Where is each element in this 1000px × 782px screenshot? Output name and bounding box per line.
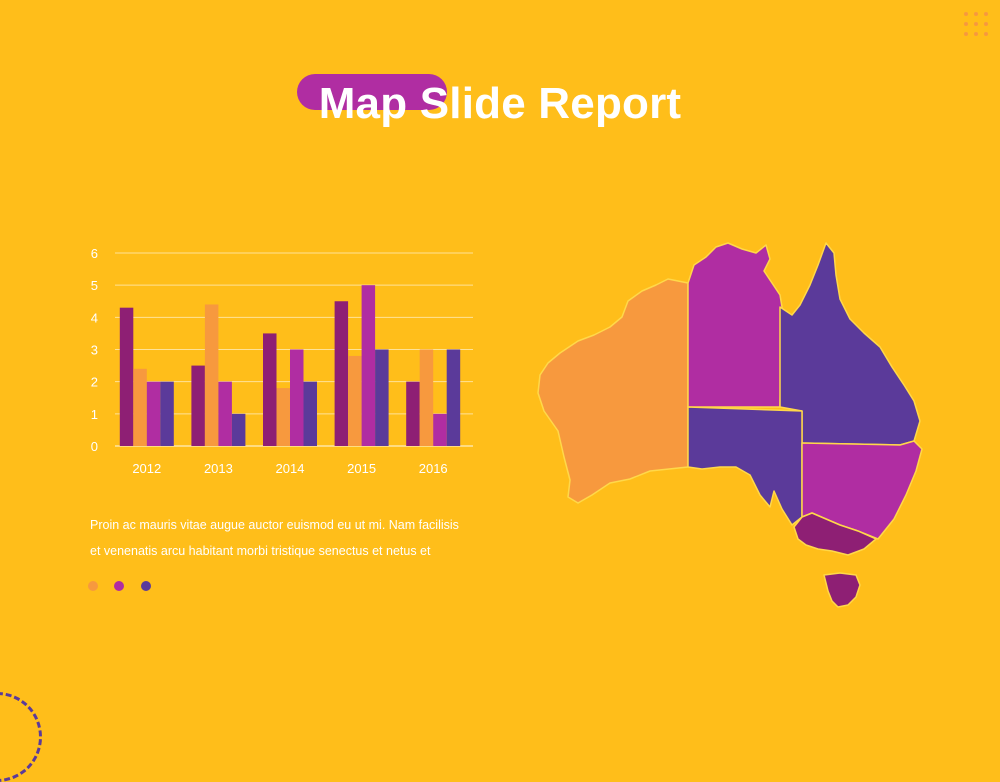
bar <box>334 301 349 446</box>
victoria-region <box>793 512 877 556</box>
page-title: Map Slide Report <box>318 79 682 128</box>
y-tick-label: 2 <box>91 375 98 390</box>
bar <box>419 349 434 446</box>
y-tick-label: 0 <box>91 439 98 454</box>
northern-territory-region <box>687 242 783 408</box>
decor-dot <box>964 12 968 16</box>
legend-dot-indigo <box>140 581 151 591</box>
bar <box>191 365 205 446</box>
description-line-2: et venenatis arcu habitant morbi tristiq… <box>90 544 431 558</box>
bar <box>361 285 376 446</box>
y-tick-label: 5 <box>91 278 98 293</box>
x-tick-label: 2012 <box>132 461 161 476</box>
bar <box>133 368 147 446</box>
south-australia-region <box>687 406 803 526</box>
decor-dot <box>974 32 978 36</box>
bar <box>119 307 134 446</box>
bar <box>276 388 290 446</box>
bar <box>160 381 174 446</box>
legend-dots <box>88 578 163 596</box>
decor-dot <box>964 22 968 26</box>
decor-dot <box>964 32 968 36</box>
bar <box>375 349 389 446</box>
y-tick-label: 6 <box>91 246 98 261</box>
decor-dot <box>974 22 978 26</box>
bar <box>204 304 219 446</box>
x-tick-label: 2013 <box>204 461 233 476</box>
bar <box>290 349 304 446</box>
tasmania-region <box>823 572 861 608</box>
legend-dot-magenta <box>114 581 125 591</box>
y-tick-label: 3 <box>91 343 98 358</box>
y-tick-label: 1 <box>91 407 98 422</box>
bar <box>348 355 362 446</box>
decor-dot <box>984 22 988 26</box>
bar <box>406 381 420 446</box>
bar <box>146 381 161 446</box>
x-tick-label: 2016 <box>419 461 448 476</box>
bar <box>218 381 232 446</box>
bar <box>433 413 447 446</box>
y-tick-label: 4 <box>91 310 98 325</box>
bar <box>231 413 246 446</box>
x-tick-label: 2015 <box>347 461 376 476</box>
decorative-dashed-circle <box>0 692 42 782</box>
western-australia-region <box>537 278 689 504</box>
bar <box>263 333 277 446</box>
bar <box>303 381 317 446</box>
legend-dot-orange <box>88 581 98 591</box>
description-paragraph: Proin ac mauris vitae augue auctor euism… <box>90 512 520 564</box>
decor-dot <box>984 12 988 16</box>
bar-chart: 0 1 2 3 4 5 6 2012 2013 2014 2015 2016 <box>91 246 473 476</box>
description-line-1: Proin ac mauris vitae augue auctor euism… <box>90 518 459 532</box>
decor-dot <box>984 32 988 36</box>
bar <box>446 349 461 446</box>
title-highlight-pill <box>297 74 447 110</box>
decor-dot <box>974 12 978 16</box>
australia-map <box>537 242 923 608</box>
x-tick-label: 2014 <box>276 461 305 476</box>
